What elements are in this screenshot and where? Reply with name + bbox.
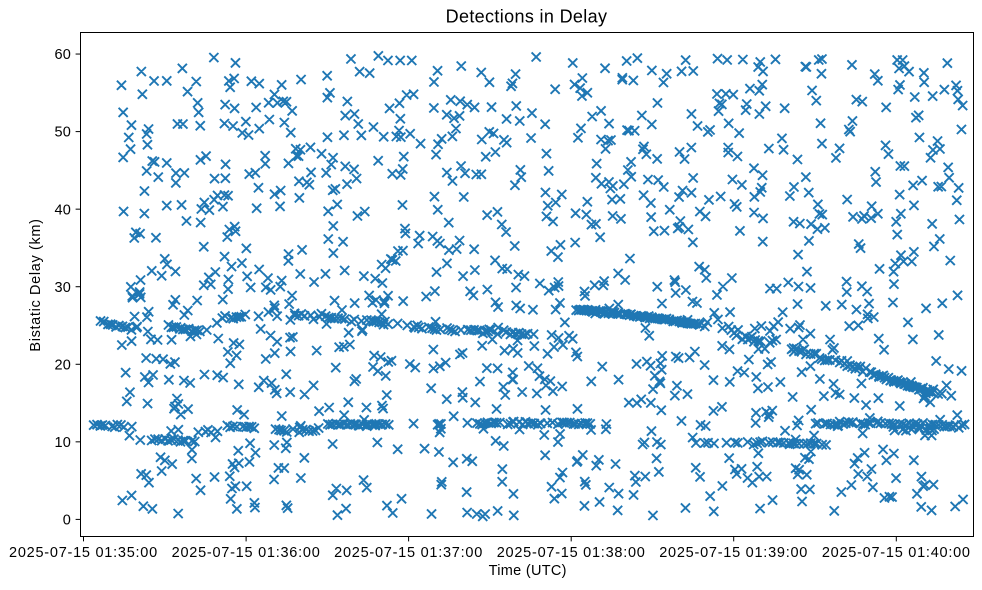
- svg-text:40: 40: [54, 202, 71, 218]
- svg-text:2025-07-15 01:37:00: 2025-07-15 01:37:00: [334, 545, 483, 561]
- svg-text:Detections in Delay: Detections in Delay: [446, 7, 608, 27]
- svg-text:30: 30: [54, 280, 71, 296]
- svg-text:Time (UTC): Time (UTC): [489, 563, 567, 579]
- svg-text:2025-07-15 01:36:00: 2025-07-15 01:36:00: [172, 545, 321, 561]
- svg-text:0: 0: [63, 513, 71, 529]
- svg-text:60: 60: [54, 47, 71, 63]
- svg-text:10: 10: [54, 435, 71, 451]
- svg-text:2025-07-15 01:39:00: 2025-07-15 01:39:00: [659, 545, 808, 561]
- svg-text:2025-07-15 01:40:00: 2025-07-15 01:40:00: [822, 545, 971, 561]
- svg-text:2025-07-15 01:35:00: 2025-07-15 01:35:00: [9, 545, 158, 561]
- svg-text:2025-07-15 01:38:00: 2025-07-15 01:38:00: [497, 545, 646, 561]
- svg-text:20: 20: [54, 357, 71, 373]
- svg-text:50: 50: [54, 125, 71, 141]
- svg-text:Bistatic Delay (km): Bistatic Delay (km): [28, 218, 44, 351]
